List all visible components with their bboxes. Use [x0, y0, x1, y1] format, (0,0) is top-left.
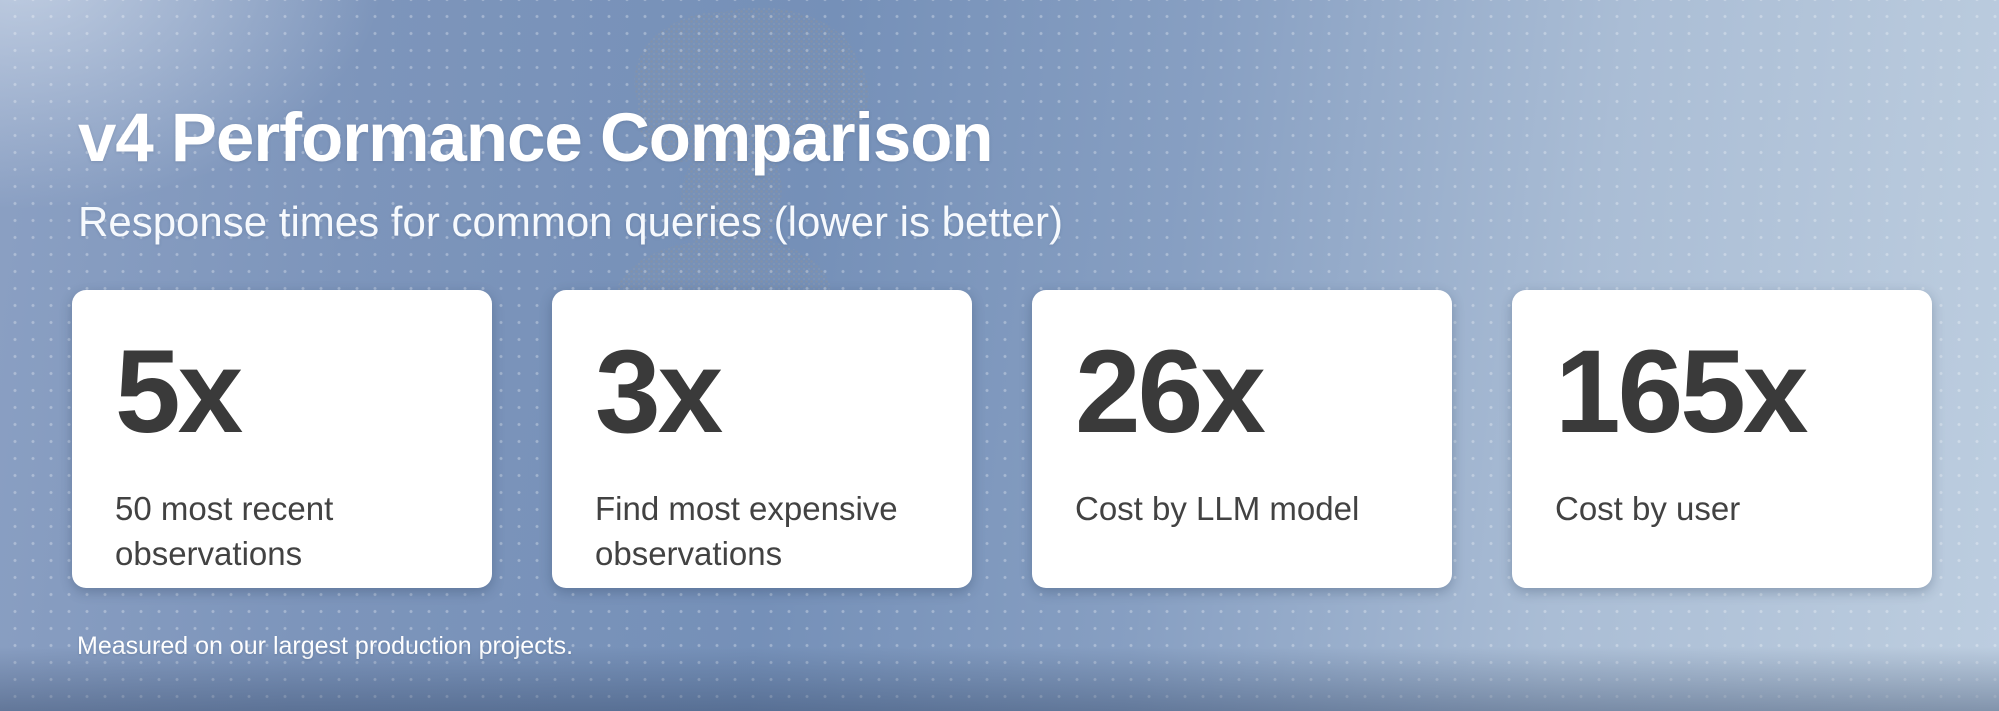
stat-cards-row: 5x 50 most recent observations 3x Find m…: [72, 290, 1932, 588]
page-title: v4 Performance Comparison: [78, 99, 994, 176]
stat-label: Find most expensive observations: [595, 490, 898, 572]
page-subtitle: Response times for common queries (lower…: [78, 198, 1064, 245]
stat-multiplier: 5x: [115, 326, 243, 458]
stat-card-recent-observations: 5x 50 most recent observations: [72, 290, 492, 588]
stat-card-cost-by-user: 165x Cost by user: [1512, 290, 1932, 588]
footnote: Measured on our largest production proje…: [77, 632, 574, 660]
stat-multiplier: 3x: [595, 326, 723, 458]
stat-card-cost-by-llm-model: 26x Cost by LLM model: [1032, 290, 1452, 588]
stat-label: Cost by LLM model: [1075, 490, 1360, 527]
stat-card-expensive-observations: 3x Find most expensive observations: [552, 290, 972, 588]
header: v4 Performance Comparison Response times…: [78, 103, 1063, 243]
stat-label: Cost by user: [1555, 490, 1741, 527]
stat-multiplier: 26x: [1075, 326, 1266, 458]
stat-multiplier: 165x: [1555, 326, 1809, 458]
stat-label: 50 most recent observations: [115, 490, 334, 572]
